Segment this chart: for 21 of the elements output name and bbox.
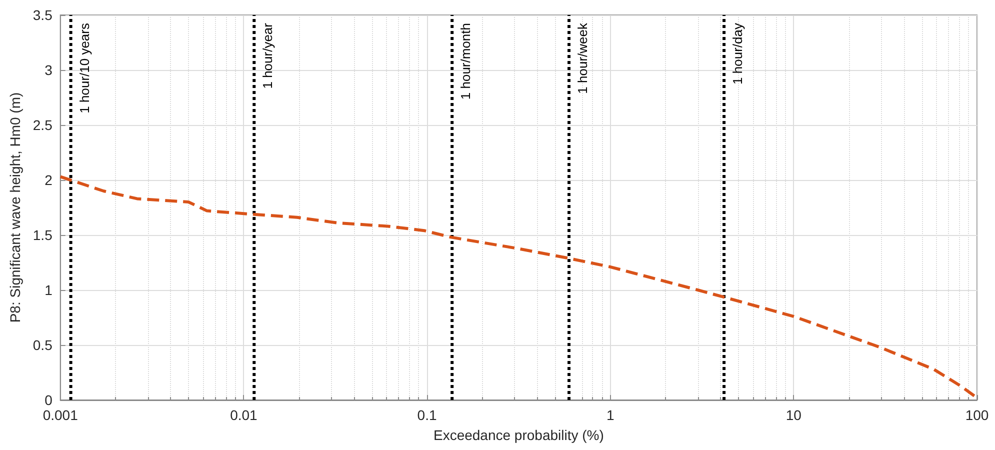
y-tick-label: 3.5 [32, 7, 53, 23]
y-tick-label: 3 [44, 62, 53, 78]
ref-line-label: 1 hour/week [575, 22, 590, 94]
x-tick-label: 0.1 [417, 407, 437, 423]
x-tick-label: 10 [786, 407, 802, 423]
x-axis-title: Exceedance probability (%) [433, 427, 604, 443]
x-tick-label: 100 [965, 407, 989, 423]
y-tick-label: 1.5 [32, 227, 53, 243]
y-tick-label: 0 [44, 392, 53, 408]
x-tick-label: 1 [606, 407, 614, 423]
y-tick-label: 1 [44, 282, 53, 298]
y-tick-label: 2 [44, 172, 53, 188]
ref-line-label: 1 hour/10 years [76, 22, 92, 114]
ref-line-label: 1 hour/year [260, 22, 276, 89]
x-tick-label: 0.01 [230, 407, 258, 423]
ref-line-label: 1 hour/day [730, 22, 746, 84]
y-axis-title: P8: Significant wave height, Hm0 (m) [7, 92, 23, 323]
x-tick-label: 0.001 [42, 407, 78, 423]
y-tick-label: 2.5 [32, 117, 53, 133]
ref-line-label: 1 hour/month [458, 23, 474, 100]
y-tick-label: 0.5 [32, 337, 53, 353]
